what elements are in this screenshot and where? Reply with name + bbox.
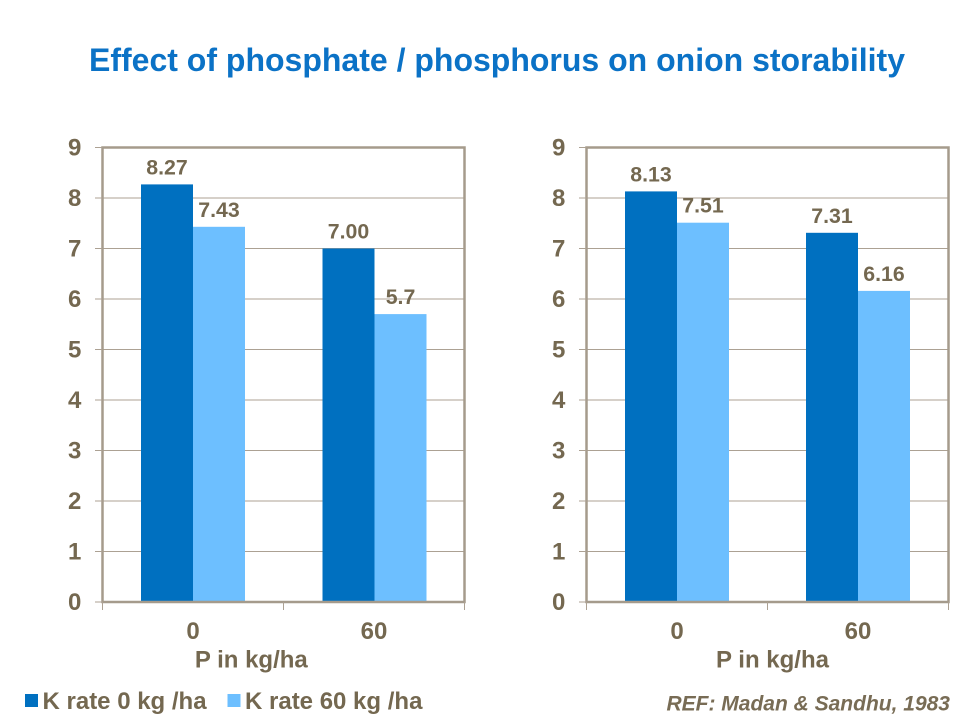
svg-text:7.00: 7.00 (328, 220, 369, 244)
svg-text:9: 9 (68, 135, 81, 162)
svg-text:6: 6 (552, 286, 565, 313)
svg-text:5: 5 (68, 337, 81, 364)
svg-text:8.27: 8.27 (146, 155, 187, 179)
svg-text:7.31: 7.31 (811, 204, 853, 228)
svg-text:K rate 60 kg /ha: K rate 60 kg /ha (245, 688, 423, 715)
svg-text:7.43: 7.43 (198, 198, 240, 222)
svg-text:60: 60 (361, 618, 388, 645)
svg-text:Effect of phosphate / phosphor: Effect of phosphate / phosphorus on onio… (89, 42, 905, 78)
svg-text:1: 1 (552, 539, 565, 566)
svg-text:1: 1 (68, 539, 81, 566)
svg-text:P in kg/ha: P in kg/ha (716, 647, 830, 674)
svg-text:K rate 0 kg /ha: K rate 0 kg /ha (43, 688, 208, 715)
svg-text:8: 8 (552, 185, 565, 212)
svg-text:7: 7 (552, 236, 565, 263)
svg-text:4: 4 (552, 387, 566, 414)
svg-text:2: 2 (552, 488, 565, 515)
svg-text:5: 5 (552, 337, 565, 364)
svg-text:0: 0 (186, 618, 199, 645)
svg-text:REF: Madan & Sandhu, 1983: REF: Madan & Sandhu, 1983 (666, 693, 950, 716)
svg-text:8: 8 (68, 185, 81, 212)
svg-text:6.16: 6.16 (863, 262, 905, 286)
svg-text:6: 6 (68, 286, 81, 313)
svg-text:5.7: 5.7 (386, 285, 416, 309)
svg-text:0: 0 (68, 589, 81, 616)
svg-text:8.13: 8.13 (630, 162, 672, 186)
svg-text:7: 7 (68, 236, 81, 263)
svg-text:0: 0 (552, 589, 565, 616)
svg-text:60: 60 (845, 618, 872, 645)
svg-text:7.51: 7.51 (682, 194, 724, 218)
svg-text:4: 4 (68, 387, 82, 414)
svg-text:2: 2 (68, 488, 81, 515)
svg-text:3: 3 (68, 438, 81, 465)
svg-text:9: 9 (552, 135, 565, 162)
svg-text:0: 0 (670, 618, 683, 645)
svg-text:3: 3 (552, 438, 565, 465)
svg-text:P in kg/ha: P in kg/ha (195, 647, 309, 674)
